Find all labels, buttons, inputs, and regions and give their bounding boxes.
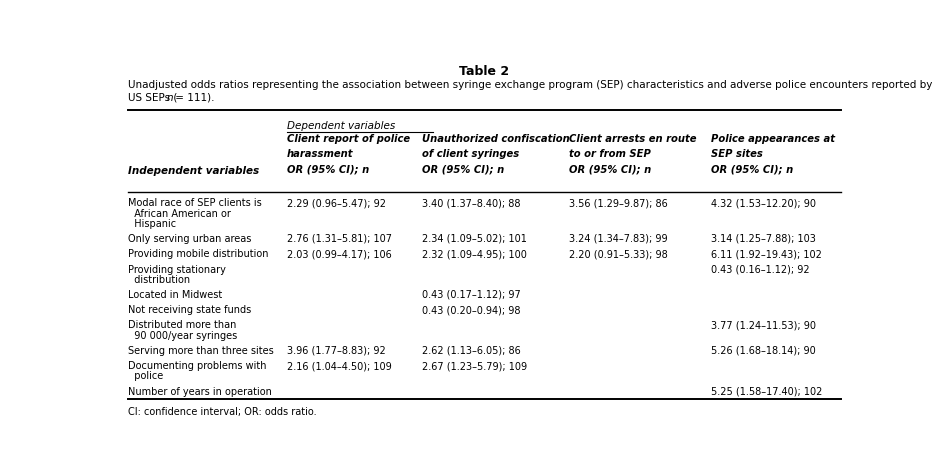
- Text: 0.43 (0.17–1.12); 97: 0.43 (0.17–1.12); 97: [422, 290, 520, 300]
- Text: 3.96 (1.77–8.83); 92: 3.96 (1.77–8.83); 92: [286, 346, 385, 356]
- Text: 2.32 (1.09–4.95); 100: 2.32 (1.09–4.95); 100: [422, 249, 527, 259]
- Text: Unauthorized confiscation: Unauthorized confiscation: [422, 134, 569, 143]
- Text: OR (95% CI); n: OR (95% CI); n: [568, 164, 650, 174]
- Text: Documenting problems with: Documenting problems with: [127, 361, 266, 371]
- Text: US SEPs (: US SEPs (: [127, 93, 177, 103]
- Text: distribution: distribution: [127, 275, 190, 285]
- Text: 3.14 (1.25–7.88); 103: 3.14 (1.25–7.88); 103: [711, 234, 816, 244]
- Text: OR (95% CI); n: OR (95% CI); n: [422, 164, 504, 174]
- Text: OR (95% CI); n: OR (95% CI); n: [286, 164, 368, 174]
- Text: police: police: [127, 371, 162, 381]
- Text: 2.67 (1.23–5.79); 109: 2.67 (1.23–5.79); 109: [422, 361, 527, 371]
- Text: = 111).: = 111).: [172, 93, 214, 103]
- Text: 5.25 (1.58–17.40); 102: 5.25 (1.58–17.40); 102: [711, 387, 822, 396]
- Text: 0.43 (0.16–1.12); 92: 0.43 (0.16–1.12); 92: [711, 264, 809, 275]
- Text: 90 000/year syringes: 90 000/year syringes: [127, 331, 237, 341]
- Text: 3.24 (1.34–7.83); 99: 3.24 (1.34–7.83); 99: [568, 234, 666, 244]
- Text: 2.29 (0.96–5.47); 92: 2.29 (0.96–5.47); 92: [286, 198, 385, 208]
- Text: Modal race of SEP clients is: Modal race of SEP clients is: [127, 198, 261, 208]
- Text: 4.32 (1.53–12.20); 90: 4.32 (1.53–12.20); 90: [711, 198, 816, 208]
- Text: 3.40 (1.37–8.40); 88: 3.40 (1.37–8.40); 88: [422, 198, 520, 208]
- Text: Only serving urban areas: Only serving urban areas: [127, 234, 251, 244]
- Text: Hispanic: Hispanic: [127, 219, 176, 229]
- Text: Table 2: Table 2: [459, 65, 509, 78]
- Text: Unadjusted odds ratios representing the association between syringe exchange pro: Unadjusted odds ratios representing the …: [127, 80, 931, 90]
- Text: Distributed more than: Distributed more than: [127, 320, 236, 330]
- Text: Client report of police: Client report of police: [286, 134, 410, 143]
- Text: 2.76 (1.31–5.81); 107: 2.76 (1.31–5.81); 107: [286, 234, 391, 244]
- Text: SEP sites: SEP sites: [711, 149, 763, 159]
- Text: 2.62 (1.13–6.05); 86: 2.62 (1.13–6.05); 86: [422, 346, 520, 356]
- Text: 2.34 (1.09–5.02); 101: 2.34 (1.09–5.02); 101: [422, 234, 527, 244]
- Text: 2.20 (0.91–5.33); 98: 2.20 (0.91–5.33); 98: [568, 249, 666, 259]
- Text: 5.26 (1.68–18.14); 90: 5.26 (1.68–18.14); 90: [711, 346, 816, 356]
- Text: Number of years in operation: Number of years in operation: [127, 387, 271, 396]
- Text: Not receiving state funds: Not receiving state funds: [127, 305, 250, 315]
- Text: 3.77 (1.24–11.53); 90: 3.77 (1.24–11.53); 90: [711, 320, 816, 330]
- Text: Providing mobile distribution: Providing mobile distribution: [127, 249, 268, 259]
- Text: Client arrests en route: Client arrests en route: [568, 134, 696, 143]
- Text: harassment: harassment: [286, 149, 353, 159]
- Text: Independent variables: Independent variables: [127, 166, 259, 176]
- Text: 3.56 (1.29–9.87); 86: 3.56 (1.29–9.87); 86: [568, 198, 666, 208]
- Text: 2.16 (1.04–4.50); 109: 2.16 (1.04–4.50); 109: [286, 361, 391, 371]
- Text: Serving more than three sites: Serving more than three sites: [127, 346, 273, 356]
- Text: Located in Midwest: Located in Midwest: [127, 290, 222, 300]
- Text: OR (95% CI); n: OR (95% CI); n: [711, 164, 793, 174]
- Text: Police appearances at: Police appearances at: [711, 134, 834, 143]
- Text: Dependent variables: Dependent variables: [286, 121, 395, 131]
- Text: 0.43 (0.20–0.94); 98: 0.43 (0.20–0.94); 98: [422, 305, 520, 315]
- Text: 2.03 (0.99–4.17); 106: 2.03 (0.99–4.17); 106: [286, 249, 391, 259]
- Text: to or from SEP: to or from SEP: [568, 149, 649, 159]
- Text: Providing stationary: Providing stationary: [127, 264, 226, 275]
- Text: of client syringes: of client syringes: [422, 149, 519, 159]
- Text: CI: confidence interval; OR: odds ratio.: CI: confidence interval; OR: odds ratio.: [127, 407, 316, 417]
- Text: n: n: [166, 93, 173, 103]
- Text: African American or: African American or: [127, 209, 230, 219]
- Text: 6.11 (1.92–19.43); 102: 6.11 (1.92–19.43); 102: [711, 249, 821, 259]
